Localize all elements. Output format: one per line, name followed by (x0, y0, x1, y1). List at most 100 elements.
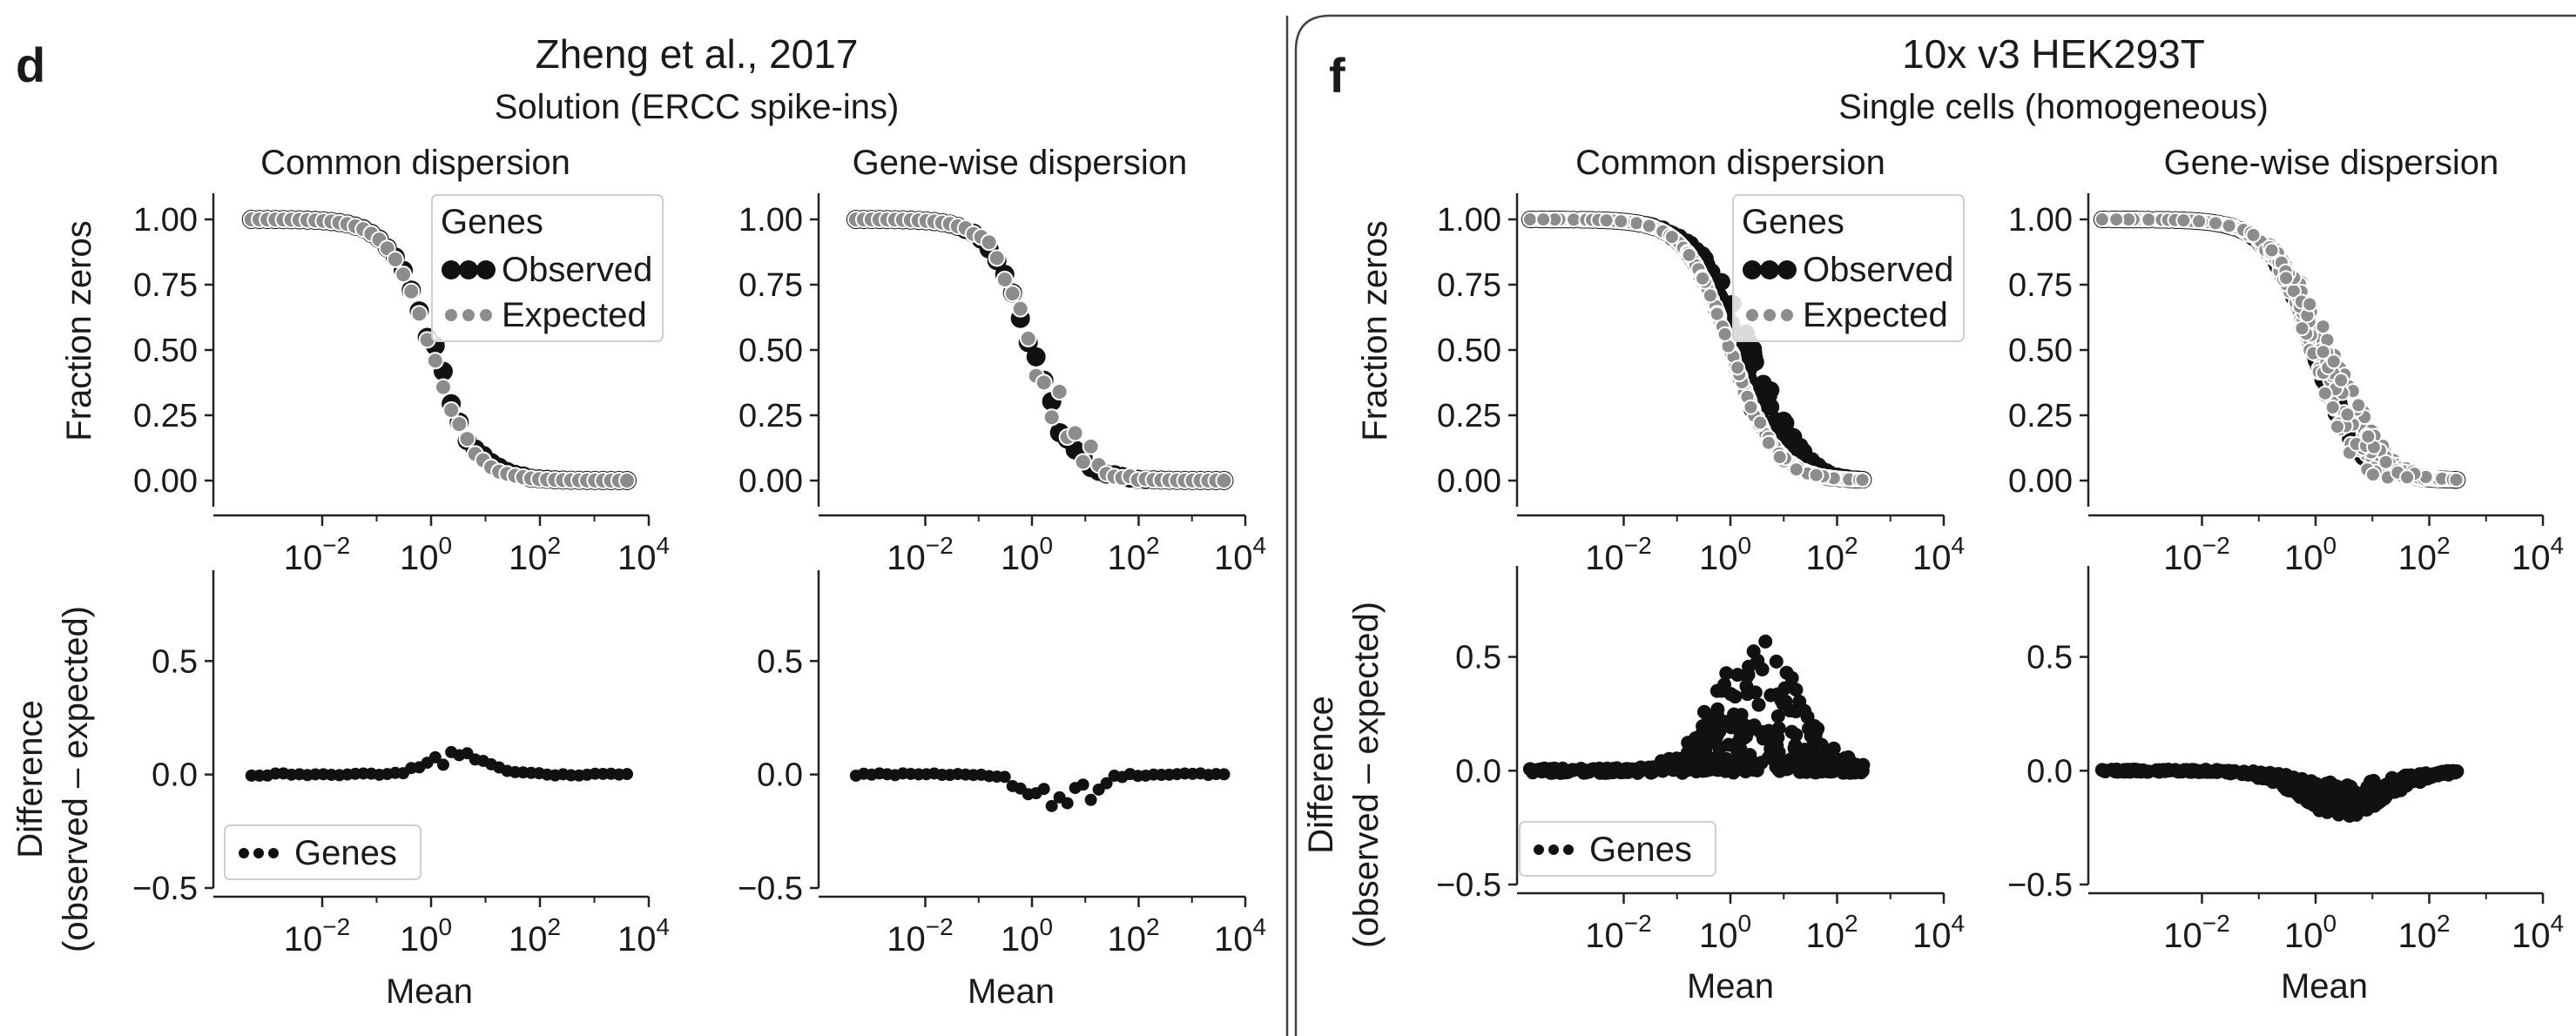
y-tick-label: 0.0 (757, 757, 803, 794)
expected-point (1760, 434, 1777, 451)
bottom-ylabel-line1: Difference (1302, 696, 1340, 854)
common-dispersion-bottom-plot: −0.5 0.0 0.5 10−2 100 102 104 (132, 570, 670, 959)
expected-point (1066, 424, 1084, 442)
difference-point (1709, 683, 1724, 698)
expected-point (1042, 408, 1061, 427)
panel-letter: f (1329, 48, 1345, 103)
expected-point (2315, 344, 2331, 360)
panel-title: 10x v3 HEK293T (1902, 31, 2205, 77)
difference-point (1045, 799, 1058, 812)
difference-point (2303, 793, 2317, 808)
expected-point (394, 266, 413, 284)
difference-point (1536, 762, 1551, 777)
legend-observed-label: Observed (502, 251, 652, 289)
genewise-dispersion-bottom-plot: −0.5 0.0 0.5 10−2 100 102 104 (2007, 566, 2564, 955)
difference-point (1642, 760, 1656, 775)
observed-point (1745, 348, 1763, 367)
y-tick-label: 0.75 (1437, 267, 1501, 304)
expected-point (402, 282, 421, 300)
legend-bottom: Genes (1519, 821, 1716, 877)
difference-point (1084, 793, 1097, 806)
legend-observed-label: Observed (1803, 251, 1953, 289)
expected-point (1716, 326, 1733, 342)
y-tick-label: 0.75 (2008, 267, 2073, 304)
difference-point (2330, 797, 2344, 812)
legend-genes-marker (253, 848, 264, 858)
expected-point (995, 270, 1014, 288)
y-tick-label: 0.25 (2008, 398, 2073, 434)
difference-point (2378, 777, 2393, 792)
legend-observed-marker (459, 260, 478, 279)
panel-d-plots: 0.00 0.25 0.50 0.75 1.00 10−2 100 102 104 −0.5 0.0… (132, 193, 1266, 959)
difference-point (1753, 724, 1768, 739)
difference-point (428, 750, 442, 764)
y-tick-label: 1.00 (2008, 202, 2073, 239)
expected-point (1019, 329, 1037, 347)
expected-point (2221, 218, 2237, 234)
difference-point (1614, 765, 1629, 780)
expected-point (1663, 229, 1680, 246)
expected-point (1743, 399, 1759, 415)
difference-point (2109, 763, 2124, 777)
difference-point (998, 770, 1011, 784)
expected-point (2141, 212, 2157, 228)
x-tick-label: 10−2 (887, 532, 953, 577)
expected-point (450, 415, 469, 434)
col-title-genewise: Gene-wise dispersion (2164, 144, 2499, 182)
legend-box (1732, 194, 1965, 342)
legend-genes-marker (1534, 844, 1544, 855)
expected-point (1003, 285, 1022, 303)
y-tick-label: 1.00 (133, 202, 198, 239)
y-tick-label: 0.00 (1437, 463, 1501, 500)
x-tick-label: 100 (1699, 910, 1751, 955)
difference-point (1750, 653, 1765, 668)
legend-bottom: Genes (224, 824, 421, 880)
difference-point (1777, 681, 1792, 696)
difference-point (1807, 718, 1822, 733)
y-tick-label: 0.5 (2026, 640, 2073, 676)
common-dispersion-bottom-plot: −0.5 0.0 0.5 10−2 100 102 104 (1436, 566, 1965, 955)
expected-point (1521, 212, 1538, 228)
genewise-dispersion-top-plot: 0.00 0.25 0.50 0.75 1.00 10−2 100 102 104 (2008, 193, 2564, 577)
expected-point (1730, 360, 1746, 376)
difference-point (2192, 764, 2207, 779)
difference-point (2121, 763, 2136, 777)
difference-point (1730, 741, 1745, 756)
difference-point (2449, 764, 2464, 779)
x-tick-label: 102 (1805, 910, 1858, 955)
difference-point (1717, 715, 1732, 730)
col-title-common: Common dispersion (260, 144, 570, 182)
y-tick-label: 0.00 (2008, 463, 2073, 500)
genewise-dispersion-bottom-plot: −0.5 0.0 0.5 10−2 100 102 104 (738, 570, 1266, 959)
difference-point (1761, 750, 1776, 765)
observed-point (1026, 346, 1046, 367)
difference-point (1743, 752, 1758, 767)
legend-genes-marker (1563, 844, 1574, 855)
legend-genes-label: Genes (1589, 831, 1692, 869)
difference-point (1748, 685, 1763, 700)
x-tick-label: 100 (2284, 910, 2337, 955)
expected-point (2191, 213, 2208, 230)
y-tick-label: 0.5 (1455, 640, 1501, 676)
x-tick-label: 102 (2397, 532, 2450, 577)
legend-expected-marker (1762, 307, 1777, 323)
expected-point (2333, 372, 2350, 388)
expected-point (1629, 215, 1645, 232)
expected-point (386, 250, 404, 268)
legend-observed-marker (476, 260, 496, 279)
expected-point (2108, 212, 2125, 228)
difference-point (1076, 778, 1089, 791)
legend-top: Genes Observed Expected (1732, 194, 1965, 342)
x-tick-label: 104 (617, 532, 670, 577)
y-tick-label: 0.75 (738, 267, 803, 304)
genewise-dispersion-top-plot: 0.00 0.25 0.50 0.75 1.00 10−2 100 102 104 (738, 193, 1266, 577)
difference-point (2279, 768, 2294, 783)
expected-point (2245, 226, 2262, 243)
y-tick-label: −0.5 (132, 871, 198, 907)
legend-observed-marker (442, 260, 461, 279)
legend-expected-marker (478, 307, 494, 323)
difference-point (1721, 762, 1736, 777)
x-tick-label: 104 (2512, 910, 2564, 955)
difference-point (1682, 737, 1696, 752)
col-title-genewise: Gene-wise dispersion (853, 144, 1188, 182)
